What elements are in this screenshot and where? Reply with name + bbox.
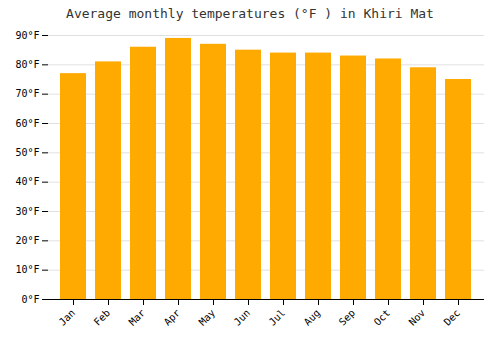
svg-text:Jun: Jun <box>232 307 253 328</box>
svg-text:60°F: 60°F <box>15 118 39 129</box>
svg-text:50°F: 50°F <box>15 147 39 158</box>
svg-text:10°F: 10°F <box>15 264 39 275</box>
svg-text:Feb: Feb <box>92 307 113 328</box>
svg-text:70°F: 70°F <box>15 88 39 99</box>
svg-text:May: May <box>197 307 218 328</box>
svg-text:Apr: Apr <box>162 307 183 328</box>
svg-text:30°F: 30°F <box>15 206 39 217</box>
svg-text:Oct: Oct <box>372 307 393 328</box>
html-text:Average monthly temperatures (: Average monthly temperatures (°F ) in Kh… <box>66 6 434 21</box>
svg-text:20°F: 20°F <box>15 235 39 246</box>
svg-text:Jan: Jan <box>57 307 78 328</box>
svg-text:40°F: 40°F <box>15 176 39 187</box>
svg-text:0°F: 0°F <box>21 294 39 305</box>
svg-text:Sep: Sep <box>337 307 358 328</box>
svg-text:90°F: 90°F <box>15 30 39 41</box>
svg-text:Jul: Jul <box>267 307 288 328</box>
svg-text:Dec: Dec <box>442 307 463 328</box>
svg-text:80°F: 80°F <box>15 59 39 70</box>
svg-text:Nov: Nov <box>407 307 428 328</box>
svg-text:Aug: Aug <box>302 307 323 328</box>
svg-text:Mar: Mar <box>127 307 148 328</box>
